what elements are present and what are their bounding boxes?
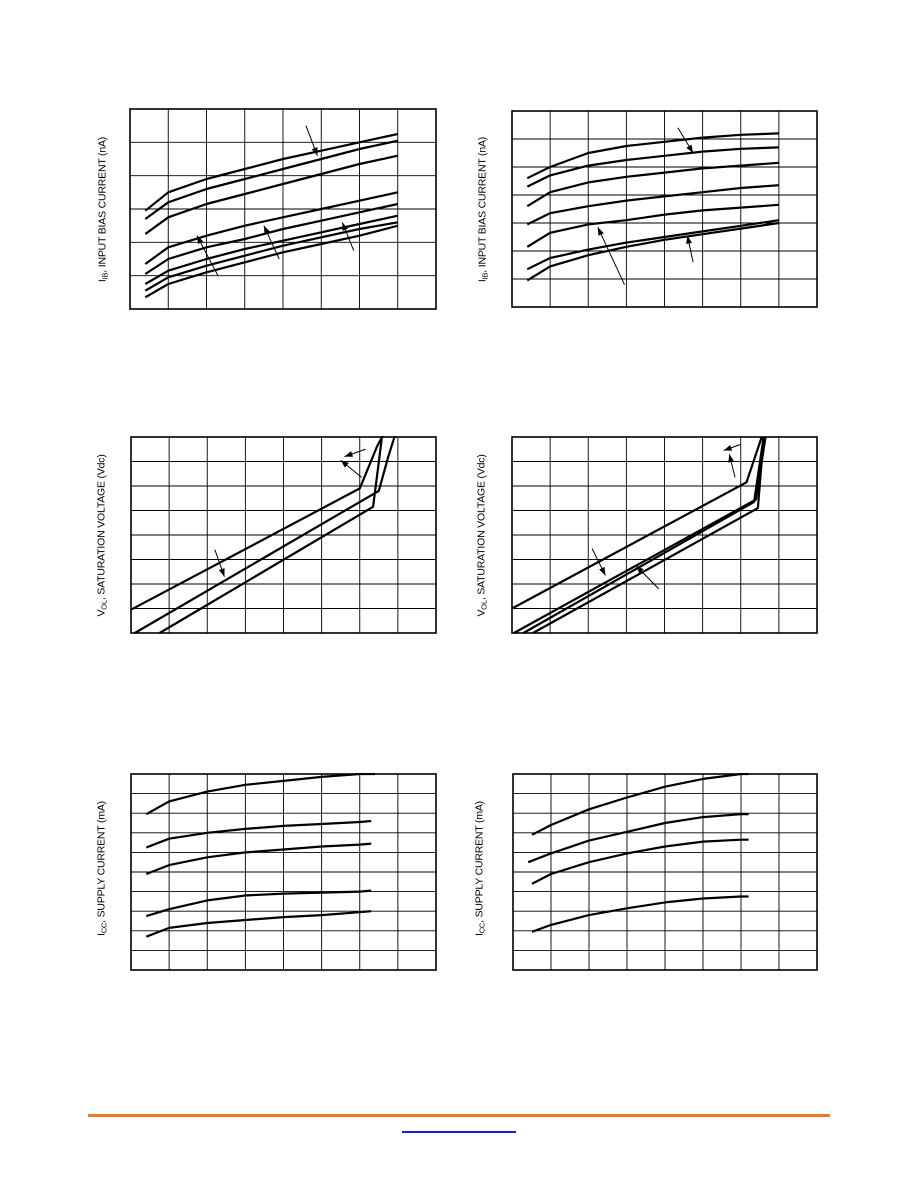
chart-4-svg bbox=[511, 436, 818, 634]
chart-2 bbox=[511, 110, 818, 308]
series-line-7 bbox=[144, 221, 398, 292]
series-line-2 bbox=[145, 819, 372, 849]
series-line-2 bbox=[134, 436, 396, 634]
series-line-4 bbox=[526, 184, 779, 226]
series-line-3 bbox=[531, 838, 749, 885]
footer-rule bbox=[88, 1114, 830, 1117]
chart-6-ylabel: ICC, SUPPLY CURRENT (mA) bbox=[473, 801, 487, 936]
arrow-head-4 bbox=[728, 454, 735, 463]
series-line-3 bbox=[526, 161, 779, 208]
series-line-5 bbox=[526, 203, 779, 248]
chart-5-ylabel: ICC, SUPPLY CURRENT (mA) bbox=[95, 801, 109, 936]
arrow-head-1 bbox=[311, 147, 318, 156]
arrow-head-3 bbox=[723, 444, 733, 451]
arrow-head-2 bbox=[344, 451, 354, 457]
arrow-head-1 bbox=[218, 568, 225, 577]
arrow-head-1 bbox=[686, 144, 694, 153]
chart-4-ylabel: VOL, SATURATION VOLTAGE (Vdc) bbox=[475, 454, 489, 617]
chart-5-svg bbox=[130, 773, 437, 971]
chart-6-svg bbox=[512, 773, 818, 971]
arrow-head-3 bbox=[686, 235, 692, 245]
arrow-head-3 bbox=[263, 225, 270, 235]
series-line-1 bbox=[531, 773, 749, 836]
footer-link-underline[interactable] bbox=[402, 1131, 516, 1133]
series-line-3 bbox=[159, 436, 384, 634]
series-line-6 bbox=[144, 214, 399, 285]
series-line-2 bbox=[144, 139, 399, 220]
chart-4 bbox=[511, 436, 818, 634]
arrow-head-1 bbox=[599, 566, 606, 576]
chart-3-ylabel: VOL, SATURATION VOLTAGE (Vdc) bbox=[95, 454, 109, 617]
chart-2-ylabel: IIB, INPUT BIAS CURRENT (nA) bbox=[476, 136, 490, 283]
arrow-head-2 bbox=[196, 235, 204, 245]
arrow-head-4 bbox=[342, 222, 349, 231]
series-line-2 bbox=[526, 146, 779, 188]
series-line-4 bbox=[144, 191, 399, 265]
series-line-1 bbox=[144, 132, 399, 212]
chart-2-svg bbox=[511, 110, 818, 308]
chart-3-svg bbox=[130, 436, 437, 634]
arrow-head-2 bbox=[635, 565, 644, 574]
series-line-2 bbox=[527, 813, 749, 864]
arrow-head-3 bbox=[340, 460, 349, 468]
series-line-5 bbox=[145, 910, 372, 938]
series-line-8 bbox=[144, 224, 399, 299]
series-line-4 bbox=[513, 436, 767, 634]
chart-1-ylabel: IIB, INPUT BIAS CURRENT (nA) bbox=[96, 136, 110, 283]
series-line-1 bbox=[511, 436, 763, 610]
series-line-1 bbox=[145, 773, 375, 816]
series-line-3 bbox=[144, 154, 399, 235]
chart-1-svg bbox=[129, 108, 437, 310]
arrow-head-2 bbox=[597, 227, 604, 236]
chart-3 bbox=[130, 436, 437, 634]
series-line-5 bbox=[144, 202, 399, 275]
series-line-7 bbox=[526, 221, 780, 282]
series-line-6 bbox=[526, 219, 780, 271]
series-line-3 bbox=[145, 842, 372, 876]
arrow-shaft-2 bbox=[597, 226, 625, 285]
chart-1 bbox=[129, 108, 437, 310]
series-line-4 bbox=[531, 895, 749, 933]
series-line-1 bbox=[526, 132, 779, 180]
chart-5 bbox=[130, 773, 437, 971]
series-line-2 bbox=[522, 436, 765, 634]
chart-6 bbox=[512, 773, 818, 971]
series-line-4 bbox=[145, 889, 372, 918]
